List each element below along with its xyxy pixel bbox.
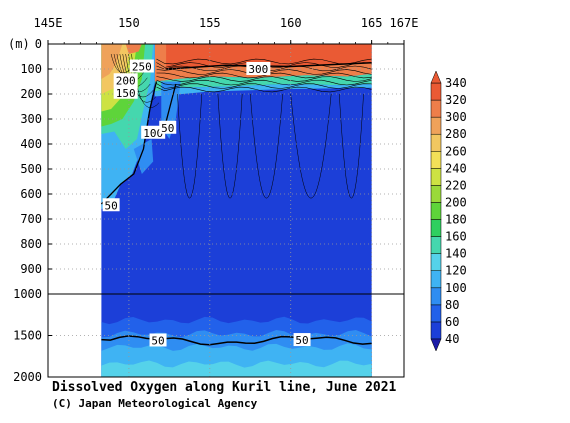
colorbar-label-200: 200 [445, 195, 467, 209]
colorbar-label-280: 280 [445, 127, 467, 141]
colorbar-segment-260 [430, 133, 442, 152]
contour-label-bg-7 [246, 62, 271, 75]
contour-label-4: 100 [143, 127, 163, 140]
x-tick-label-160: 160 [280, 16, 302, 30]
colorbar-segment-220 [430, 168, 442, 186]
contour-label-bg-3 [113, 85, 138, 99]
colorbar-segment-200 [430, 185, 442, 203]
copyright-notice: (C) Japan Meteorological Agency [52, 397, 258, 410]
contour-thermocline-8 [156, 83, 372, 89]
colorbar-segment-240 [430, 151, 442, 169]
colorbar-label-340: 340 [445, 76, 467, 90]
colorbar-label-160: 160 [445, 230, 467, 244]
colorbar-top-arrow [430, 70, 442, 84]
colorbar-label-120: 120 [445, 264, 467, 278]
chart-title: Dissolved Oxygen along Kuril line, June … [52, 380, 397, 395]
y-tick-label-500: 500 [20, 162, 42, 176]
y-tick-label-400: 400 [20, 137, 42, 151]
x-tick-label-167: 167E [390, 16, 419, 30]
contour-label-1: 250 [132, 61, 152, 74]
contour-thermocline-7 [156, 79, 372, 86]
x-tick-label-145: 145E [34, 16, 63, 30]
contour-label-bg-1 [129, 59, 154, 73]
contour-label-2: 200 [116, 74, 136, 87]
colorbar-label-220: 220 [445, 178, 467, 192]
y-tick-label-300: 300 [20, 112, 42, 126]
contour-50-deep [101, 335, 372, 346]
field-west-80 [133, 139, 154, 174]
colorbar-label-140: 140 [445, 247, 467, 261]
x-tick-label-155: 155 [199, 16, 221, 30]
colorbar-segment-160 [430, 219, 442, 237]
contour-thermocline-6 [156, 76, 372, 82]
contour-label-3: 150 [116, 87, 136, 100]
field-west-260 [101, 44, 123, 79]
contour-label-bg-8 [149, 333, 167, 347]
colorbar-label-300: 300 [445, 110, 467, 124]
contour-label-7: 300 [248, 63, 268, 76]
field-thermocline-lower [154, 84, 372, 97]
y-tick-label-0: 0 [35, 37, 42, 51]
contour-label-bg-4 [141, 125, 166, 139]
contour-label-9: 50 [295, 334, 308, 347]
contour-label-bg-6 [102, 198, 120, 212]
colorbar-label-80: 80 [445, 298, 459, 312]
y-tick-label-1500: 1500 [13, 329, 42, 343]
colorbar-segment-120 [430, 253, 442, 271]
colorbar-label-100: 100 [445, 281, 467, 295]
colorbar-segment-40 [430, 321, 442, 340]
y-axis-unit-label: (m) [8, 37, 30, 51]
x-tick-label-150: 150 [118, 16, 140, 30]
y-tick-label-600: 600 [20, 187, 42, 201]
field-thermocline [154, 74, 372, 92]
contour-50-west [100, 81, 158, 205]
field-west-280 [125, 44, 142, 54]
contour-label-bg-5 [159, 120, 177, 134]
y-tick-label-800: 800 [20, 237, 42, 251]
contour-label-bg-9 [293, 333, 311, 347]
y-tick-label-100: 100 [20, 62, 42, 76]
field-deep-band-4 [101, 360, 372, 377]
colorbar-label-180: 180 [445, 213, 467, 227]
contour-label-6: 50 [104, 199, 117, 212]
y-tick-label-700: 700 [20, 212, 42, 226]
colorbar-label-40: 40 [445, 332, 459, 346]
colorbar-label-60: 60 [445, 315, 459, 329]
contour-deep-loop-4 [290, 93, 332, 199]
contour-label-8: 50 [151, 334, 164, 347]
colorbar-label-240: 240 [445, 161, 467, 175]
colorbar-segment-300 [430, 99, 442, 118]
contour-deep-loop-3 [250, 93, 283, 199]
colorbar-segment-80 [430, 287, 442, 306]
colorbar-label-260: 260 [445, 144, 467, 158]
colorbar-segment-320 [430, 82, 442, 101]
contour-thermocline-1 [156, 58, 372, 65]
colorbar-segment-280 [430, 116, 442, 135]
y-tick-label-2000: 2000 [13, 370, 42, 384]
contour-label-5: 50 [161, 122, 174, 135]
contour-label-bg-2 [113, 73, 138, 87]
contour-thermocline-9 [156, 86, 372, 93]
field-surface-red [166, 44, 372, 69]
x-tick-label-165: 165 [361, 16, 383, 30]
colorbar-segment-180 [430, 202, 442, 220]
y-tick-label-1000: 1000 [13, 287, 42, 301]
contour-thermocline-5 [156, 72, 372, 79]
colorbar-segment-100 [430, 270, 442, 289]
colorbar-bottom-arrow [430, 338, 442, 352]
y-tick-label-200: 200 [20, 87, 42, 101]
y-tick-label-900: 900 [20, 262, 42, 276]
colorbar-segment-140 [430, 236, 442, 254]
colorbar-label-320: 320 [445, 93, 467, 107]
colorbar-segment-60 [430, 304, 442, 323]
